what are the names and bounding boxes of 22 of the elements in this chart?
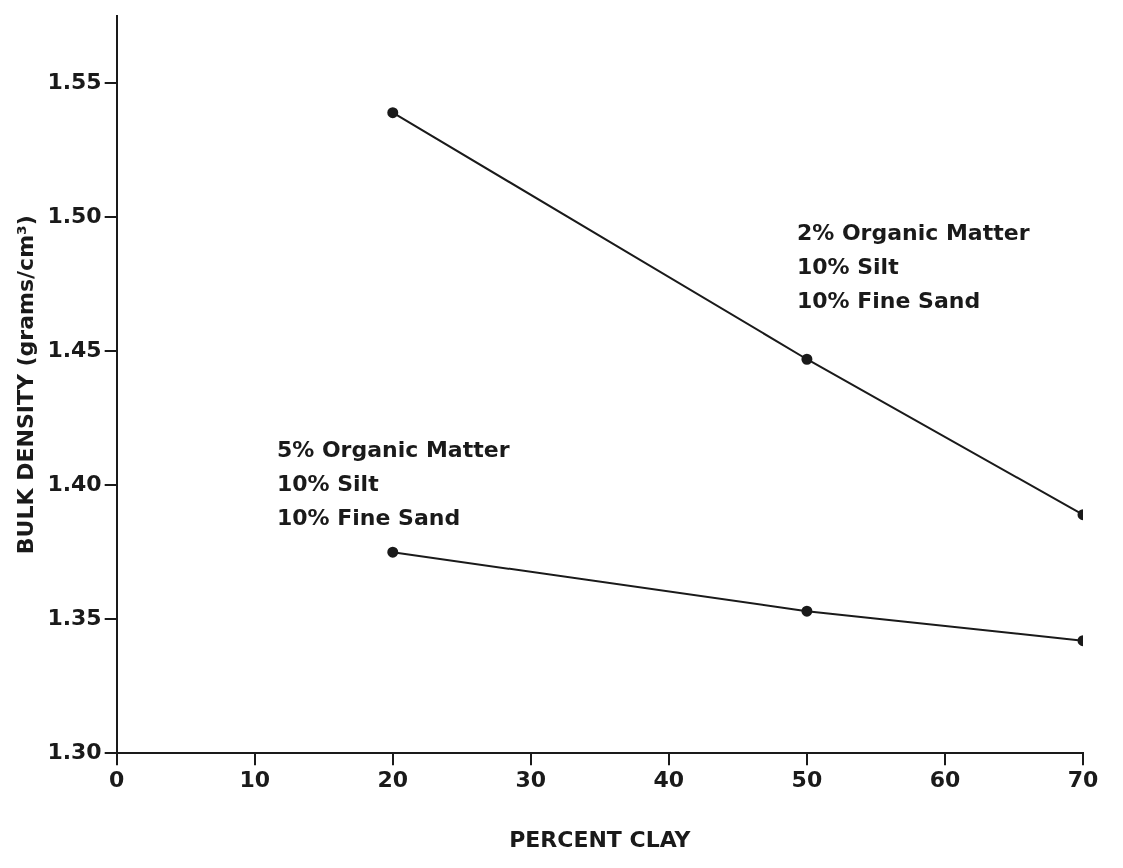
x-tick-label: 20 [377, 767, 409, 793]
y-tick-label: 1.50 [47, 202, 102, 228]
y-tick-label: 1.45 [47, 336, 102, 362]
x-tick-label: 50 [791, 767, 823, 793]
y-tick-label: 1.40 [47, 470, 102, 496]
x-tick-label: 60 [929, 767, 961, 793]
x-axis-title: PERCENT CLAY [509, 826, 692, 852]
y-tick-label: 1.55 [47, 68, 102, 94]
point [801, 605, 813, 617]
x-tick-label: 40 [653, 767, 685, 793]
point [387, 107, 399, 119]
x-tick-label: 70 [1067, 767, 1099, 793]
x-tick-label: 0 [109, 767, 125, 793]
x-tick-label: 30 [515, 767, 547, 793]
point [801, 353, 813, 365]
series-label: 2% Organic Matter 10% Silt 10% Fine Sand [796, 219, 1030, 313]
y-tick-label: 1.30 [47, 738, 102, 764]
point [387, 546, 399, 558]
y-axis-title: BULK DENSITY (grams/cm³) [12, 215, 38, 555]
series-label: 5% Organic Matter 10% Silt 10% Fine Sand [276, 436, 510, 530]
y-tick-label: 1.35 [47, 604, 102, 630]
x-tick-label: 10 [239, 767, 271, 793]
